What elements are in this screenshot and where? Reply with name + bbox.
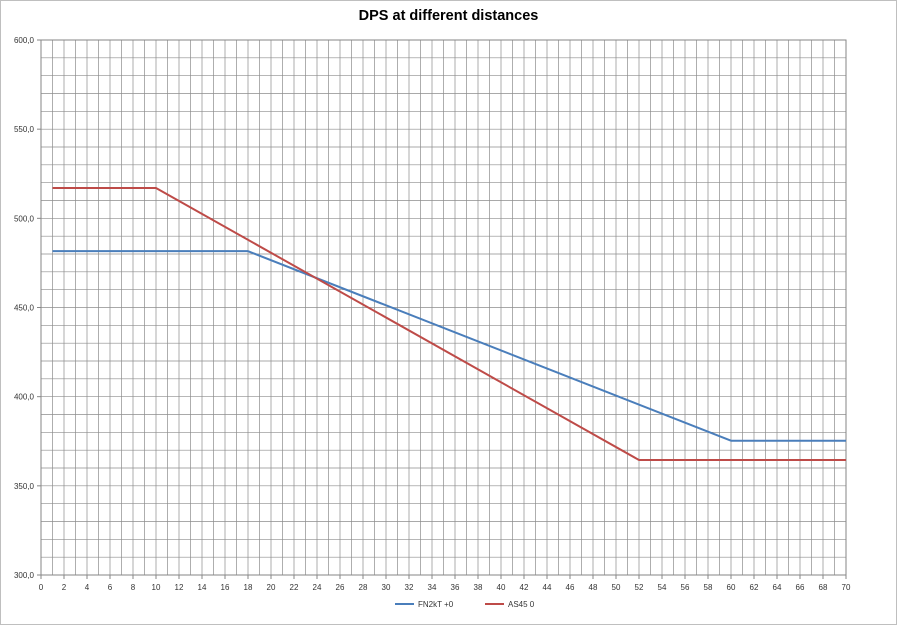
y-tick-label: 500,0 [14, 214, 35, 223]
x-tick-label: 68 [819, 583, 828, 592]
x-tick-label: 6 [108, 583, 113, 592]
y-tick-label: 300,0 [14, 571, 35, 580]
x-tick-label: 34 [428, 583, 437, 592]
chart-title: DPS at different distances [358, 8, 539, 24]
x-tick-label: 12 [175, 583, 184, 592]
x-tick-label: 64 [773, 583, 782, 592]
x-tick-label: 58 [704, 583, 713, 592]
x-tick-label: 2 [62, 583, 67, 592]
axes [37, 39, 847, 579]
x-tick-label: 50 [612, 583, 621, 592]
x-tick-label: 44 [543, 583, 552, 592]
x-tick-label: 38 [474, 583, 483, 592]
series-line-1 [52, 250, 846, 442]
x-tick-label: 20 [267, 583, 276, 592]
x-tick-label: 54 [658, 583, 667, 592]
x-tick-label: 0 [39, 583, 44, 592]
x-tick-label: 62 [750, 583, 759, 592]
x-tick-label: 28 [359, 583, 368, 592]
x-tick-label: 40 [497, 583, 506, 592]
x-tick-label: 70 [842, 583, 851, 592]
x-tick-label: 30 [382, 583, 391, 592]
x-tick-label: 4 [85, 583, 90, 592]
x-tick-label: 46 [566, 583, 575, 592]
y-tick-label: 400,0 [14, 393, 35, 402]
x-tick-label: 8 [131, 583, 136, 592]
legend-label-1: FN2kT +0 [418, 600, 454, 609]
x-tick-label: 24 [313, 583, 322, 592]
x-tick-label: 36 [451, 583, 460, 592]
grid [40, 39, 847, 576]
x-tick-label: 66 [796, 583, 805, 592]
x-tick-label: 10 [152, 583, 161, 592]
x-tick-label: 32 [405, 583, 414, 592]
y-tick-label: 600,0 [14, 36, 35, 45]
x-tick-label: 52 [635, 583, 644, 592]
y-tick-label: 550,0 [14, 125, 35, 134]
x-tick-label: 48 [589, 583, 598, 592]
x-tick-label: 26 [336, 583, 345, 592]
series-line-2 [52, 187, 846, 461]
y-tick-label: 450,0 [14, 304, 35, 313]
legend-label-2: AS45 0 [508, 600, 535, 609]
x-tick-label: 60 [727, 583, 736, 592]
y-tick-label: 350,0 [14, 482, 35, 491]
x-tick-label: 56 [681, 583, 690, 592]
x-tick-label: 14 [198, 583, 207, 592]
series [52, 187, 846, 461]
x-tick-label: 18 [244, 583, 253, 592]
x-tick-label: 42 [520, 583, 529, 592]
legend: FN2kT +0 AS45 0 [395, 600, 535, 609]
x-tick-label: 22 [290, 583, 299, 592]
x-tick-label: 16 [221, 583, 230, 592]
